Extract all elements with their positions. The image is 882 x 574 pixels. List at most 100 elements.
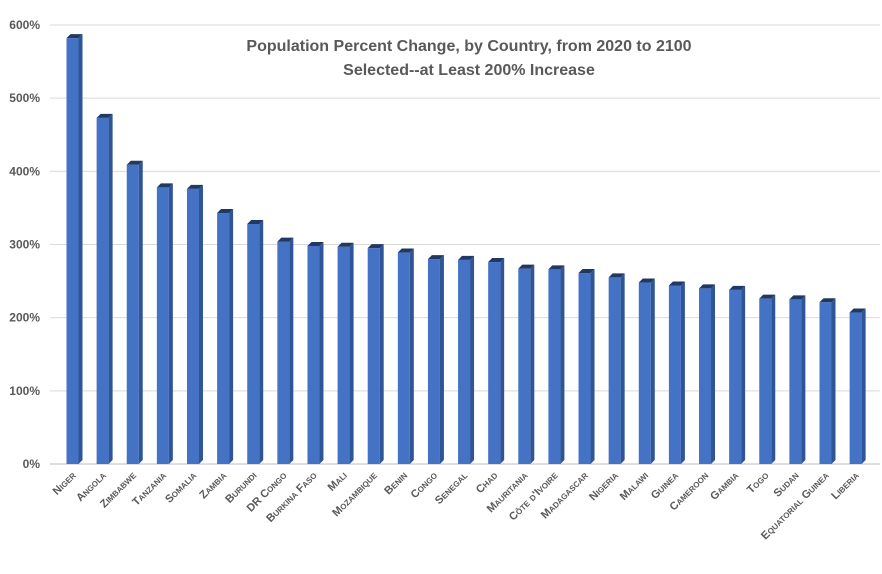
bar-side — [229, 209, 234, 464]
bar-front — [427, 259, 440, 464]
y-tick-label: 0% — [23, 457, 41, 471]
bar-top — [759, 294, 776, 299]
bar-side — [741, 285, 746, 464]
x-category-label: Niger — [51, 469, 79, 497]
x-category-label: Togo — [745, 470, 771, 496]
x-category-label: Benin — [382, 469, 410, 497]
bar-top — [819, 298, 836, 303]
bar-side — [711, 284, 716, 464]
bar — [488, 258, 505, 464]
x-category-label: Senegal — [433, 470, 470, 507]
bar-top — [488, 258, 505, 263]
bar — [638, 278, 655, 464]
x-category-label: Malawi — [618, 470, 651, 503]
bar-top — [337, 242, 354, 247]
bar-side — [198, 184, 203, 465]
bar-side — [831, 298, 836, 464]
x-category-label: Gambia — [708, 469, 741, 502]
bar-top — [397, 248, 414, 253]
bar — [66, 34, 83, 465]
bar-side — [78, 34, 83, 465]
bar-top — [608, 273, 625, 278]
bar-side — [801, 295, 806, 464]
bar-side — [771, 294, 776, 464]
x-category-label: Somalia — [163, 469, 199, 505]
bar — [518, 264, 535, 464]
bar-front — [729, 289, 742, 464]
bar-side — [650, 278, 655, 464]
bar-top — [247, 220, 264, 225]
bar — [126, 160, 143, 464]
bar — [789, 295, 806, 464]
bar-front — [307, 245, 320, 464]
y-tick-label: 400% — [9, 164, 40, 178]
bar — [156, 183, 173, 464]
bar-front — [217, 213, 230, 464]
x-category-label: Tanzania — [130, 469, 169, 508]
bar-side — [500, 258, 505, 464]
bar — [397, 248, 414, 464]
bar-top — [638, 278, 655, 283]
bar-top — [126, 160, 143, 165]
x-category-label: Nigeria — [587, 469, 621, 503]
bar-front — [608, 277, 621, 464]
bar-front — [247, 224, 260, 464]
bar — [277, 237, 294, 464]
bar-front — [819, 302, 832, 464]
bar-top — [156, 183, 173, 188]
bar-top — [668, 281, 685, 286]
y-axis-tick-labels: 0% 100% 200% 300% 400% 500% 600% — [9, 18, 40, 471]
bar-side — [138, 160, 143, 464]
bar — [759, 294, 776, 464]
x-category-label: Liberia — [829, 469, 862, 502]
bar — [96, 113, 113, 465]
bar-front — [156, 187, 169, 464]
bar-side — [590, 269, 595, 464]
bar-front — [518, 268, 531, 464]
bar-side — [439, 255, 444, 464]
bar-front — [849, 312, 862, 464]
bar-top — [789, 295, 806, 300]
bar-side — [379, 244, 384, 464]
bar-top — [277, 237, 294, 242]
bar-side — [259, 220, 264, 464]
bar-top — [578, 269, 595, 274]
bar — [819, 298, 836, 464]
bar-side — [560, 265, 565, 464]
bar — [217, 209, 234, 464]
bar-front — [578, 273, 591, 464]
bar-top — [699, 284, 716, 289]
bar-top — [66, 34, 83, 39]
bar-side — [861, 308, 866, 464]
bar — [548, 265, 565, 464]
bar-front — [668, 285, 681, 464]
bar-top — [367, 244, 384, 249]
y-tick-label: 200% — [9, 311, 40, 325]
y-tick-label: 100% — [9, 384, 40, 398]
bar-front — [458, 259, 471, 464]
bar — [427, 255, 444, 464]
bar-top — [427, 255, 444, 260]
bar-front — [699, 288, 712, 464]
bar-top — [548, 265, 565, 270]
bar — [578, 269, 595, 464]
bar-side — [620, 273, 625, 464]
bar — [608, 273, 625, 464]
bar — [849, 308, 866, 464]
bar-front — [66, 38, 79, 465]
bar-side — [409, 248, 414, 464]
bar-top — [186, 184, 203, 189]
bar-side — [168, 183, 173, 464]
bar-side — [319, 241, 324, 464]
bar-front — [488, 262, 501, 464]
bar-top — [217, 209, 234, 214]
bar-top — [729, 285, 746, 290]
bars — [66, 34, 866, 465]
bar — [367, 244, 384, 464]
bar-top — [307, 241, 324, 246]
bar-front — [186, 188, 199, 465]
bar-top — [458, 255, 475, 260]
bar-side — [530, 264, 535, 464]
bar-side — [289, 237, 294, 464]
x-category-label: Mali — [326, 470, 350, 494]
